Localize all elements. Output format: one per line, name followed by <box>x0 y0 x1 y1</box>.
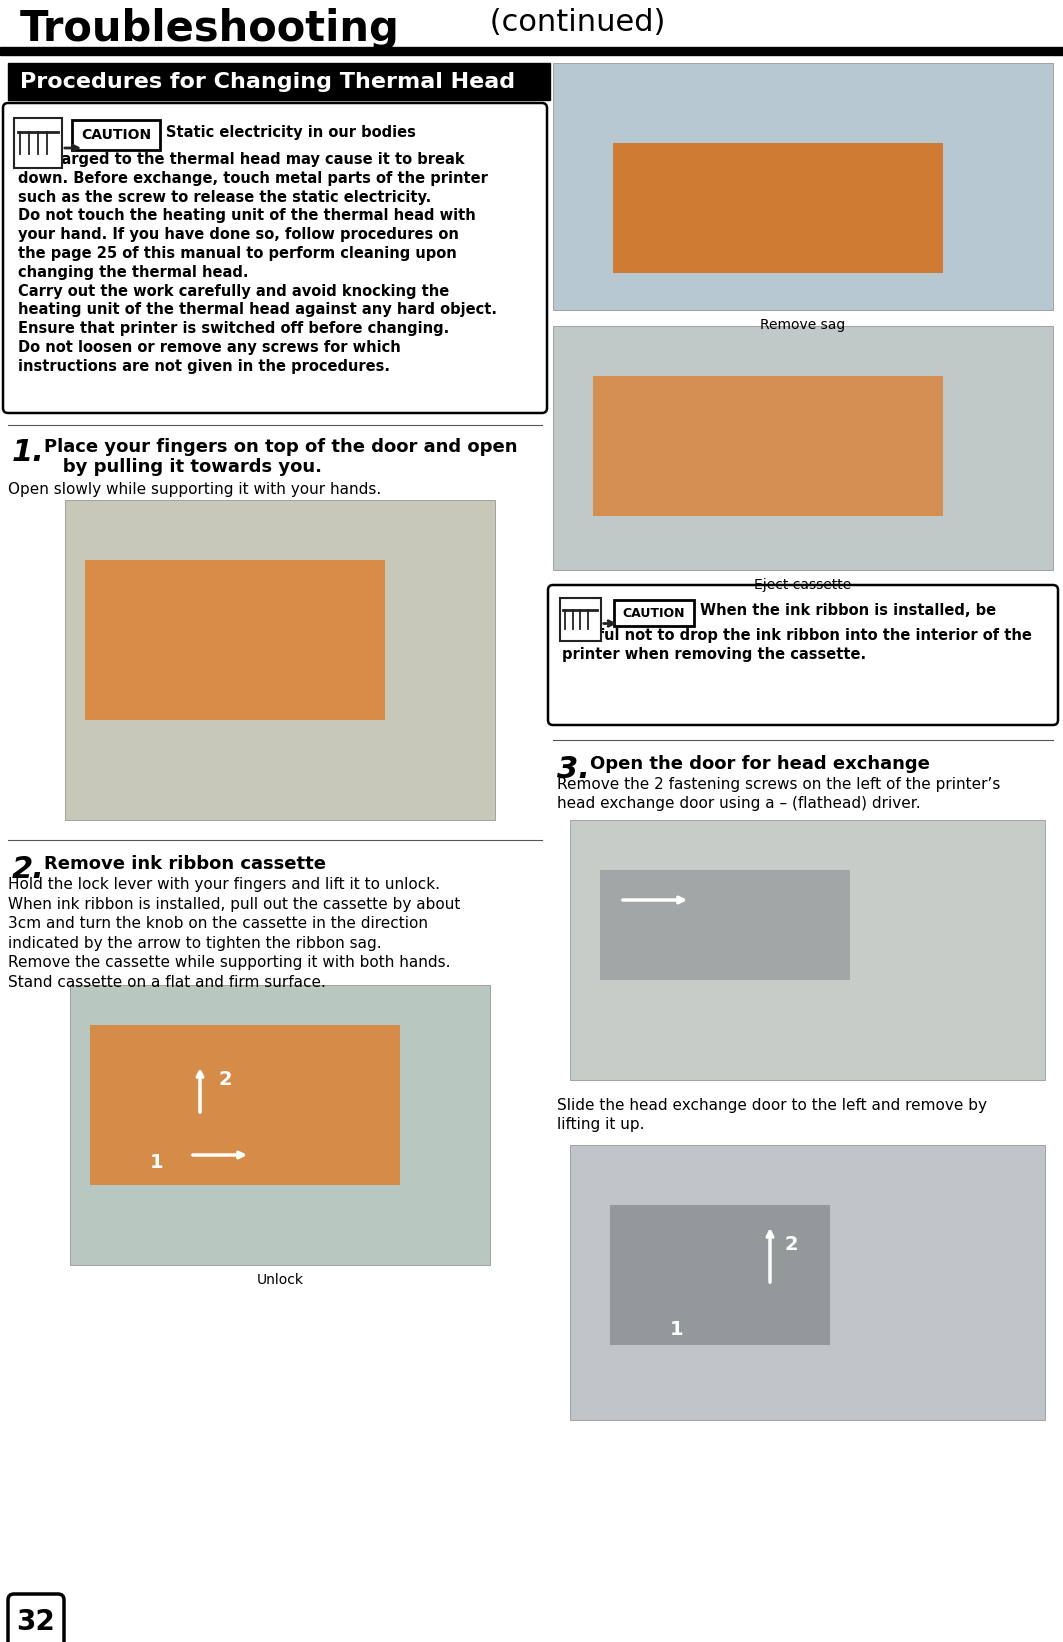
Text: the page 25 of this manual to perform cleaning upon: the page 25 of this manual to perform cl… <box>18 246 457 261</box>
Text: Remove ink ribbon cassette: Remove ink ribbon cassette <box>44 855 326 874</box>
Text: Static electricity in our bodies: Static electricity in our bodies <box>166 125 416 140</box>
Text: careful not to drop the ink ribbon into the interior of the: careful not to drop the ink ribbon into … <box>562 627 1032 644</box>
Bar <box>614 599 694 626</box>
FancyBboxPatch shape <box>549 585 1058 726</box>
Text: Open the door for head exchange: Open the door for head exchange <box>590 755 930 773</box>
Text: Open slowly while supporting it with your hands.: Open slowly while supporting it with you… <box>9 483 382 498</box>
Text: 3cm and turn the knob on the cassette in the direction: 3cm and turn the knob on the cassette in… <box>9 916 428 931</box>
Bar <box>0 48 1063 54</box>
Bar <box>85 560 385 719</box>
Text: changing the thermal head.: changing the thermal head. <box>18 264 249 279</box>
Text: CAUTION: CAUTION <box>623 606 686 619</box>
Bar <box>72 120 161 149</box>
Text: your hand. If you have done so, follow procedures on: your hand. If you have done so, follow p… <box>18 227 459 243</box>
Bar <box>610 1205 830 1345</box>
Bar <box>560 598 601 640</box>
Text: down. Before exchange, touch metal parts of the printer: down. Before exchange, touch metal parts… <box>18 171 488 186</box>
Text: Do not loosen or remove any screws for which: Do not loosen or remove any screws for w… <box>18 340 401 355</box>
Text: Unlock: Unlock <box>256 1273 304 1287</box>
Bar <box>570 819 1045 1080</box>
Text: 32: 32 <box>17 1608 55 1635</box>
Text: 2.: 2. <box>12 855 45 883</box>
Text: printer when removing the cassette.: printer when removing the cassette. <box>562 647 866 662</box>
FancyBboxPatch shape <box>9 1594 64 1642</box>
Text: 2: 2 <box>218 1071 232 1089</box>
Bar <box>600 870 850 980</box>
Text: Hold the lock lever with your fingers and lift it to unlock.: Hold the lock lever with your fingers an… <box>9 877 440 892</box>
Text: by pulling it towards you.: by pulling it towards you. <box>44 458 322 476</box>
Text: CAUTION: CAUTION <box>81 128 151 141</box>
Bar <box>593 376 943 516</box>
Text: Do not touch the heating unit of the thermal head with: Do not touch the heating unit of the the… <box>18 209 476 223</box>
Text: Stand cassette on a flat and firm surface.: Stand cassette on a flat and firm surfac… <box>9 974 326 990</box>
FancyBboxPatch shape <box>3 103 547 414</box>
Text: Ensure that printer is switched off before changing.: Ensure that printer is switched off befo… <box>18 322 450 337</box>
Text: 1.: 1. <box>12 438 45 466</box>
Text: 1: 1 <box>670 1320 684 1338</box>
Bar <box>613 143 943 273</box>
Text: lifting it up.: lifting it up. <box>557 1117 644 1131</box>
Text: such as the screw to release the static electricity.: such as the screw to release the static … <box>18 189 432 205</box>
Text: Troubleshooting: Troubleshooting <box>20 8 400 49</box>
Bar <box>553 327 1053 570</box>
Text: Carry out the work carefully and avoid knocking the: Carry out the work carefully and avoid k… <box>18 284 450 299</box>
Bar <box>70 985 490 1264</box>
Text: 2: 2 <box>784 1235 798 1254</box>
Bar <box>613 143 943 273</box>
Text: 1: 1 <box>150 1153 164 1172</box>
Text: indicated by the arrow to tighten the ribbon sag.: indicated by the arrow to tighten the ri… <box>9 936 382 951</box>
Text: instructions are not given in the procedures.: instructions are not given in the proced… <box>18 360 390 374</box>
Text: Remove sag: Remove sag <box>760 319 846 332</box>
Text: (continued): (continued) <box>480 8 665 38</box>
Bar <box>65 501 495 819</box>
Text: 3.: 3. <box>557 755 590 783</box>
Text: Procedures for Changing Thermal Head: Procedures for Changing Thermal Head <box>20 72 516 92</box>
Text: Remove the 2 fastening screws on the left of the printer’s: Remove the 2 fastening screws on the lef… <box>557 777 1000 791</box>
Bar <box>570 1144 1045 1420</box>
Bar <box>553 62 1053 310</box>
Bar <box>90 1025 400 1186</box>
Text: Slide the head exchange door to the left and remove by: Slide the head exchange door to the left… <box>557 1098 988 1113</box>
Text: discharged to the thermal head may cause it to break: discharged to the thermal head may cause… <box>18 153 465 167</box>
Text: When ink ribbon is installed, pull out the cassette by about: When ink ribbon is installed, pull out t… <box>9 897 460 911</box>
Text: heating unit of the thermal head against any hard object.: heating unit of the thermal head against… <box>18 302 497 317</box>
Text: head exchange door using a – (flathead) driver.: head exchange door using a – (flathead) … <box>557 796 921 811</box>
Text: When the ink ribbon is installed, be: When the ink ribbon is installed, be <box>701 603 996 617</box>
Text: Place your fingers on top of the door and open: Place your fingers on top of the door an… <box>44 438 518 456</box>
Text: Eject cassette: Eject cassette <box>755 578 851 593</box>
Bar <box>14 118 62 167</box>
Bar <box>9 62 550 100</box>
Text: Remove the cassette while supporting it with both hands.: Remove the cassette while supporting it … <box>9 956 451 970</box>
